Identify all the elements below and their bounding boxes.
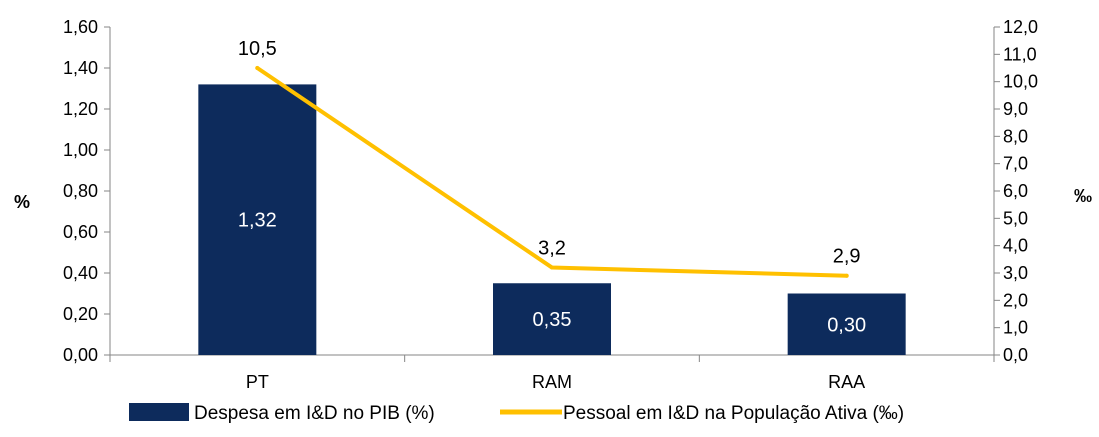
bar-series (198, 84, 906, 356)
right-tick-label: 2,0 (1003, 290, 1028, 310)
x-tick-label: RAM (532, 372, 572, 392)
right-tick-label: 6,0 (1003, 181, 1028, 201)
right-tick-label: 3,0 (1003, 263, 1028, 283)
axes: 0,00 0,20 0,40 0,60 0,80 1,00 1,20 1,40 1,60 0,0 1… (14, 17, 1092, 392)
data-labels: 1,32 0,35 0,30 10,5 3,2 2,9 (238, 38, 866, 336)
left-tick-label: 0,20 (63, 304, 98, 324)
right-tick-label: 1,0 (1003, 318, 1028, 338)
legend: Despesa em I&D no PIB (%) Pessoal em I&D … (129, 403, 904, 424)
right-tick-label: 4,0 (1003, 236, 1028, 256)
right-tick-label: 12,0 (1003, 17, 1038, 37)
legend-line-label: Pessoal em I&D na População Ativa (‰) (563, 403, 904, 424)
bar-data-label: 1,32 (238, 210, 277, 232)
line-series (255, 66, 849, 278)
bar (198, 84, 317, 356)
bar (493, 283, 611, 355)
line-point (550, 265, 554, 270)
line-data-label: 2,9 (833, 246, 861, 268)
left-tick-label: 1,40 (63, 58, 98, 78)
right-tick-label: 5,0 (1003, 208, 1028, 228)
left-tick-label: 0,80 (63, 181, 98, 201)
legend-bar-swatch (129, 403, 189, 421)
right-tick-label: 11,0 (1003, 44, 1037, 64)
legend-bar-label: Despesa em I&D no PIB (%) (194, 403, 435, 424)
right-tick-label: 9,0 (1003, 99, 1028, 119)
line-point (255, 66, 260, 70)
bar-data-label: 0,35 (533, 309, 572, 331)
right-tick-label: 0,0 (1003, 345, 1028, 365)
left-tick-label: 1,00 (63, 140, 98, 160)
x-tick-label: RAA (828, 372, 865, 392)
right-tick-label: 8,0 (1003, 126, 1028, 146)
left-tick-label: 1,20 (63, 99, 98, 119)
left-tick-label: 0,40 (63, 263, 98, 283)
x-tick-label: PT (246, 372, 269, 392)
left-tick-label: 0,60 (63, 222, 98, 242)
right-tick-label: 7,0 (1003, 154, 1028, 174)
left-tick-label: 1,60 (63, 17, 98, 37)
right-tick-label: 10,0 (1003, 72, 1038, 92)
bar-data-label: 0,30 (827, 314, 866, 336)
y-axis-right-title: ‰ (1074, 186, 1092, 206)
line-data-label: 3,2 (538, 238, 566, 260)
line-point (844, 273, 849, 278)
left-tick-label: 0,00 (63, 345, 98, 365)
y-axis-left-title: % (14, 192, 30, 212)
bar (787, 293, 906, 355)
line-data-label: 10,5 (238, 38, 277, 60)
